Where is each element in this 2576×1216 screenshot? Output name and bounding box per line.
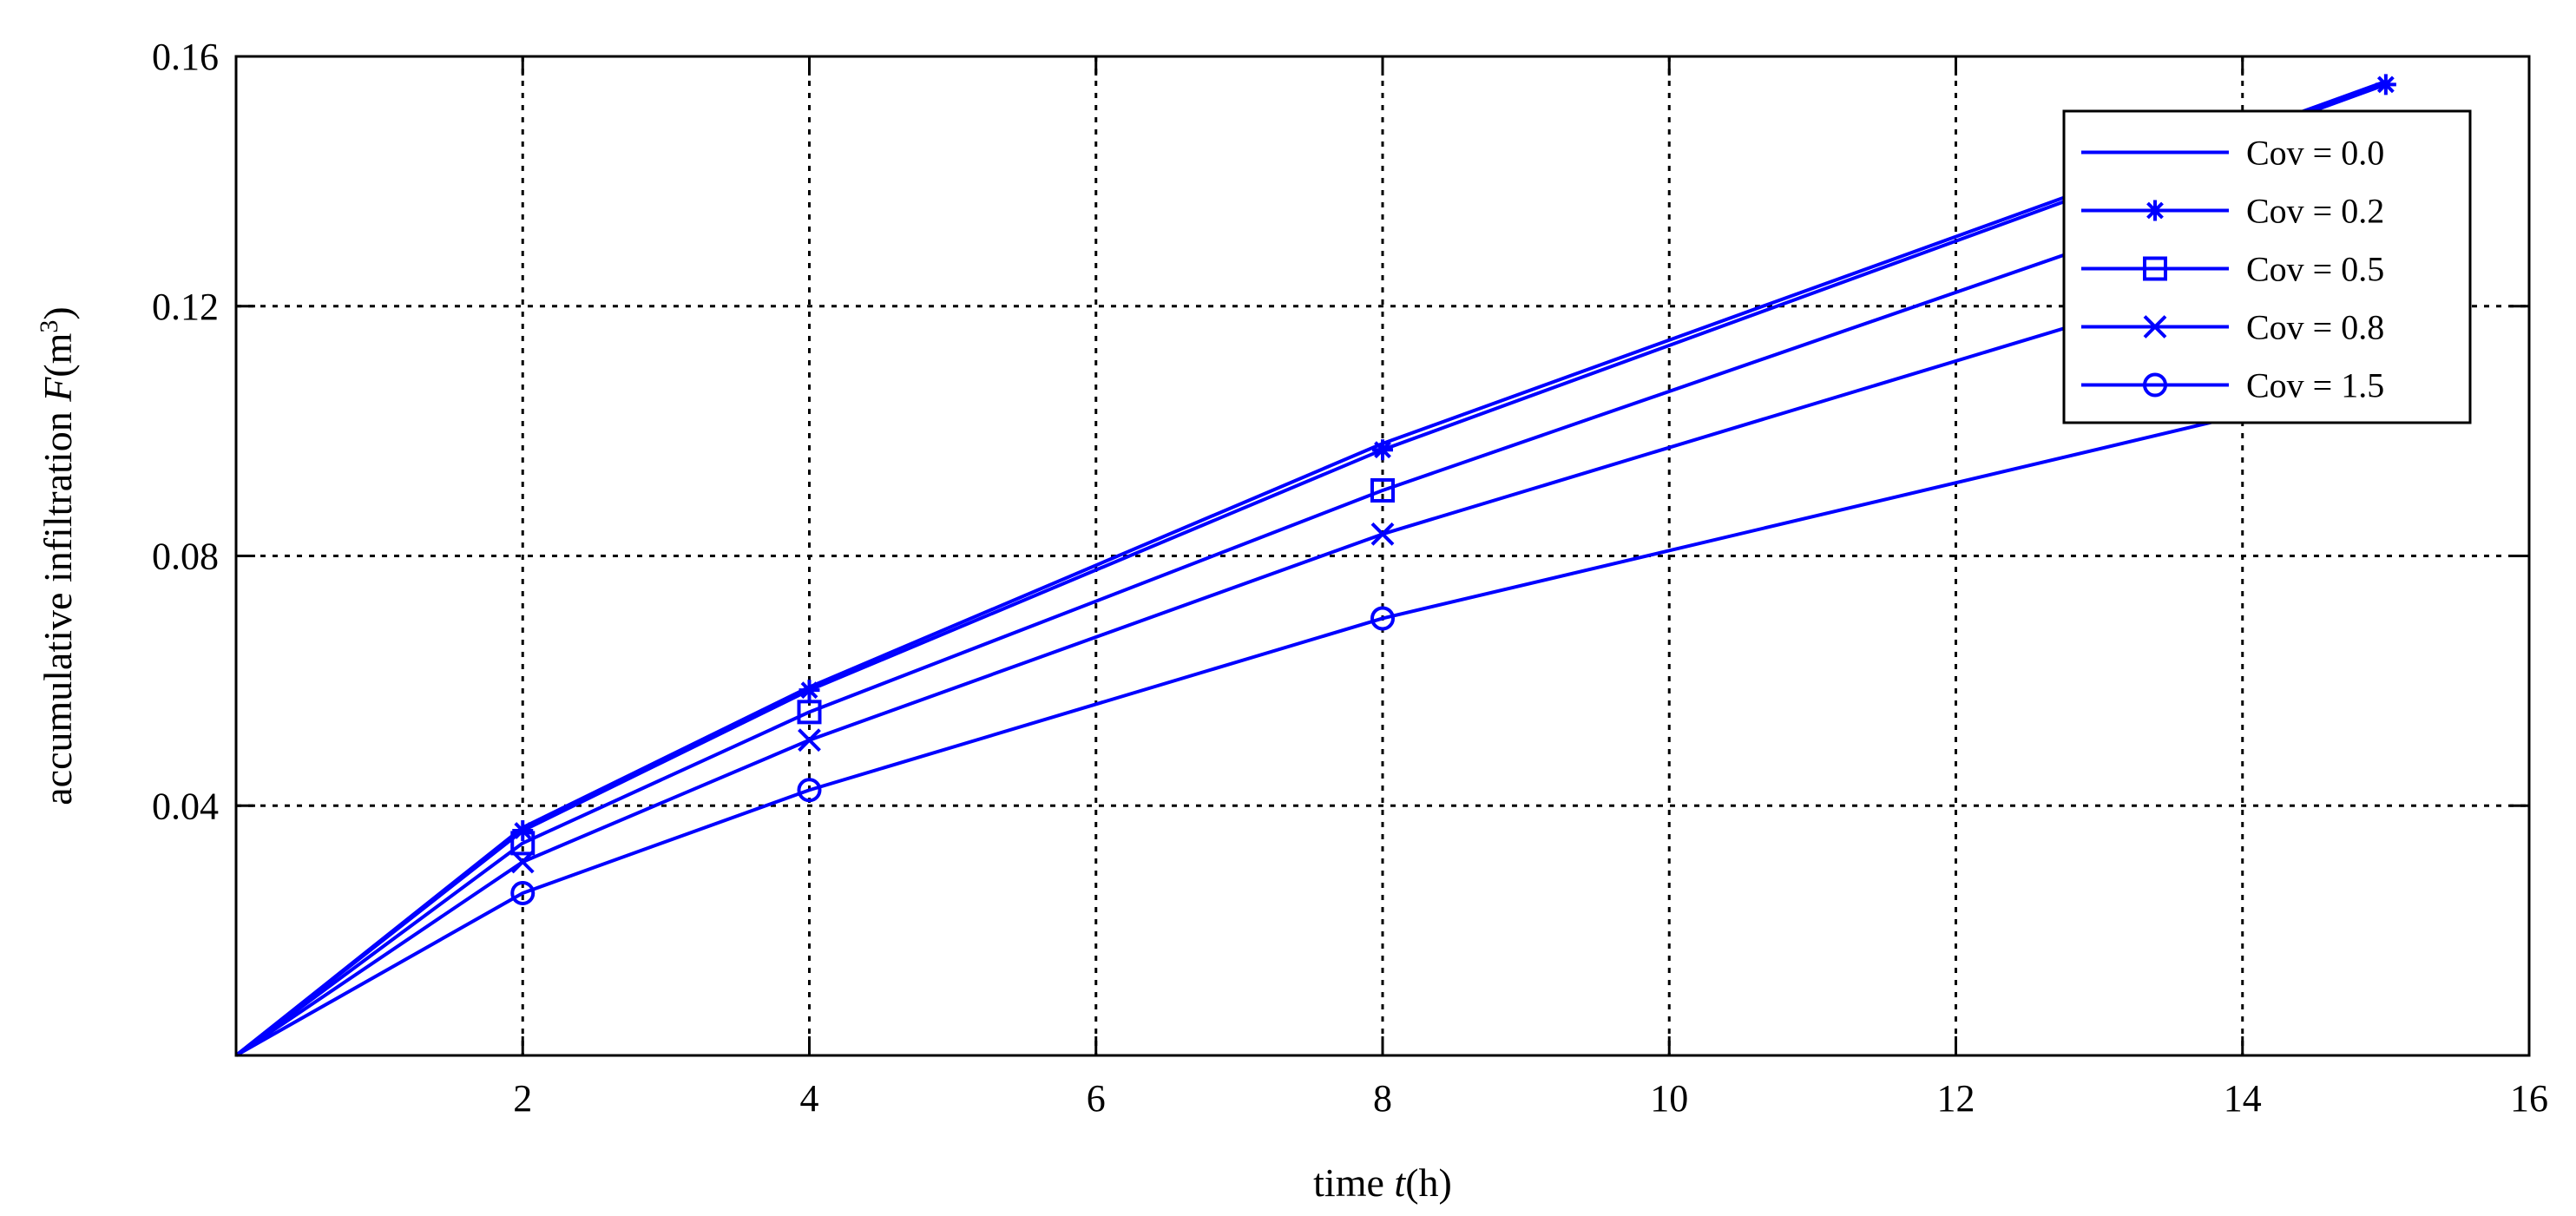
data-point-1-3	[1372, 439, 1393, 461]
asterisk-stroke	[2376, 76, 2395, 94]
series-line-2	[234, 141, 2387, 1057]
y-axis-title-var: F	[36, 377, 80, 403]
asterisk-stroke	[514, 822, 532, 839]
axis-ticks	[236, 55, 2531, 1055]
circle-outline	[797, 778, 822, 803]
y-tick-label: 0.08	[152, 536, 219, 578]
legend-marker-2	[2143, 256, 2167, 281]
square-outline	[1370, 477, 1395, 503]
legend-label-1: Cov = 0.2	[2246, 192, 2384, 231]
asterisk-stroke	[800, 681, 818, 700]
data-point-4-2	[797, 778, 822, 803]
x-tick-label: 10	[1650, 1077, 1688, 1120]
data-point-1-1	[512, 820, 534, 842]
y-tick-label: 0.12	[152, 286, 219, 328]
x-tick-label: 14	[2224, 1077, 2262, 1120]
series-line-4	[235, 379, 2387, 1057]
legend-marker-3	[2143, 315, 2167, 339]
data-point-2-2	[797, 700, 822, 725]
x-stroke	[798, 728, 821, 753]
data-point-3-2	[798, 728, 821, 753]
x-tick-label: 8	[1373, 1077, 1392, 1120]
x-axis-title-suffix: (h)	[1405, 1160, 1452, 1205]
data-point-4-1	[510, 880, 536, 905]
circle-outline	[2143, 372, 2167, 398]
x-axis-title: time t(h)	[1313, 1160, 1452, 1205]
y-axis-title-close: )	[36, 306, 80, 319]
x-axis-title-prefix: time	[1313, 1160, 1394, 1205]
circle-outline	[510, 880, 536, 905]
x-tick-label: 2	[513, 1077, 532, 1120]
legend-marker-4	[2143, 372, 2167, 398]
data-point-2-1	[510, 831, 536, 856]
data-point-4-3	[1370, 606, 1395, 631]
legend-label-3: Cov = 0.8	[2246, 308, 2384, 347]
y-axis-title-suffix: (m	[36, 332, 80, 377]
x-tick-label: 6	[1087, 1077, 1106, 1120]
legend: Cov = 0.0 Cov = 0.2 Cov = 0.5 Cov = 0.8 Cov …	[2062, 109, 2472, 424]
legend-label-0: Cov = 0.0	[2246, 134, 2384, 173]
y-axis-title-prefix: accumulative infiltration	[36, 402, 80, 805]
x-stroke	[510, 850, 535, 874]
x-stroke	[2143, 315, 2167, 339]
x-stroke	[1370, 522, 1395, 546]
tick-labels: 2 4 6 8 10 12 14 16 0.04 0.08 0.12 0.16	[152, 36, 2548, 1120]
circle-outline	[1370, 606, 1395, 631]
y-axis-title-sup: 3	[35, 320, 63, 333]
y-tick-label: 0.16	[152, 36, 219, 78]
y-axis-title: accumulative infiltration F(m3)	[35, 306, 81, 805]
square-outline	[510, 831, 536, 856]
legend-marker-1	[2145, 200, 2165, 221]
x-tick-label: 16	[2510, 1077, 2548, 1120]
data-point-1-2	[798, 680, 820, 701]
legend-label-4: Cov = 1.5	[2246, 366, 2384, 405]
asterisk-stroke	[2146, 201, 2164, 220]
x-tick-label: 12	[1937, 1077, 1975, 1120]
y-tick-label: 0.04	[152, 785, 219, 827]
data-point-3-3	[1370, 522, 1395, 546]
asterisk-stroke	[1374, 441, 1391, 459]
x-tick-label: 4	[800, 1077, 819, 1120]
square-outline	[2143, 256, 2167, 281]
data-point-2-3	[1370, 477, 1395, 503]
x-axis-title-var: t	[1394, 1160, 1406, 1205]
data-point-3-1	[510, 850, 535, 874]
data-point-1-4	[2375, 74, 2396, 95]
legend-label-2: Cov = 0.5	[2246, 250, 2384, 289]
square-outline	[797, 700, 822, 725]
